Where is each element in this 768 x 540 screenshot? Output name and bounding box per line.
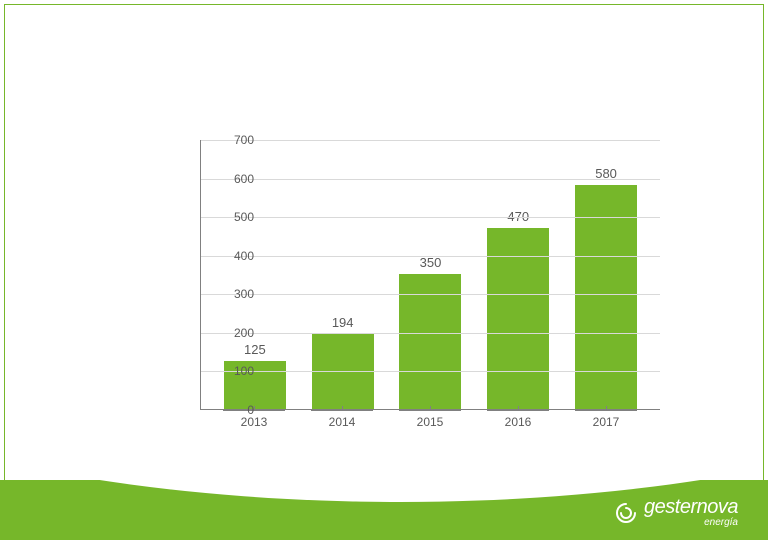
bar-value-label: 350 — [420, 255, 442, 270]
bar — [575, 185, 637, 409]
brand-tagline: Solo Kilovatios Verdes — [28, 62, 152, 80]
gridline — [201, 140, 660, 141]
swirl-icon — [614, 501, 638, 525]
bars-container: 125 194 350 470 580 — [201, 140, 660, 409]
bar-value-label: 125 — [244, 342, 266, 357]
y-axis-label: 700 — [214, 133, 254, 147]
gridline — [201, 371, 660, 372]
swirl-icon — [114, 14, 136, 36]
page: SKV Solo Kilovatios Verdes EVOLUCIÓN ENE… — [0, 0, 768, 540]
y-axis-label: 400 — [214, 249, 254, 263]
y-axis-label: 100 — [214, 364, 254, 378]
page-title: EVOLUCIÓN ENERGÍA SUMINISTRADA EN GWh (2… — [220, 26, 744, 70]
bar-value-label: 194 — [332, 315, 354, 330]
y-axis-label: 300 — [214, 287, 254, 301]
footer-sub: energía — [704, 518, 738, 528]
x-axis-label: 2015 — [399, 410, 461, 429]
bar-slot: 580 — [575, 166, 637, 409]
footer-brand: gesternova — [644, 497, 738, 517]
y-axis-label: 0 — [214, 403, 254, 417]
y-axis-label: 500 — [214, 210, 254, 224]
brand-logo: SKV Solo Kilovatios Verdes — [28, 16, 152, 80]
gridline — [201, 256, 660, 257]
y-axis-label: 600 — [214, 172, 254, 186]
gridline — [201, 217, 660, 218]
y-axis-label: 200 — [214, 326, 254, 340]
gridline — [201, 179, 660, 180]
brand-logo-text: SKV — [28, 16, 110, 60]
x-axis-label: 2014 — [311, 410, 373, 429]
bar-slot: 194 — [312, 315, 374, 409]
x-axis-label: 2016 — [487, 410, 549, 429]
x-axis-labels: 20132014201520162017 — [200, 412, 660, 429]
footer-logo: gesternova energía — [614, 497, 738, 528]
x-axis-label: 2017 — [575, 410, 637, 429]
plot-area: 125 194 350 470 580 — [200, 140, 660, 410]
gridline — [201, 333, 660, 334]
bar-chart: 125194350470580 20132014201520162017 010… — [150, 130, 670, 450]
bar-slot: 470 — [487, 209, 549, 409]
gridline — [201, 294, 660, 295]
